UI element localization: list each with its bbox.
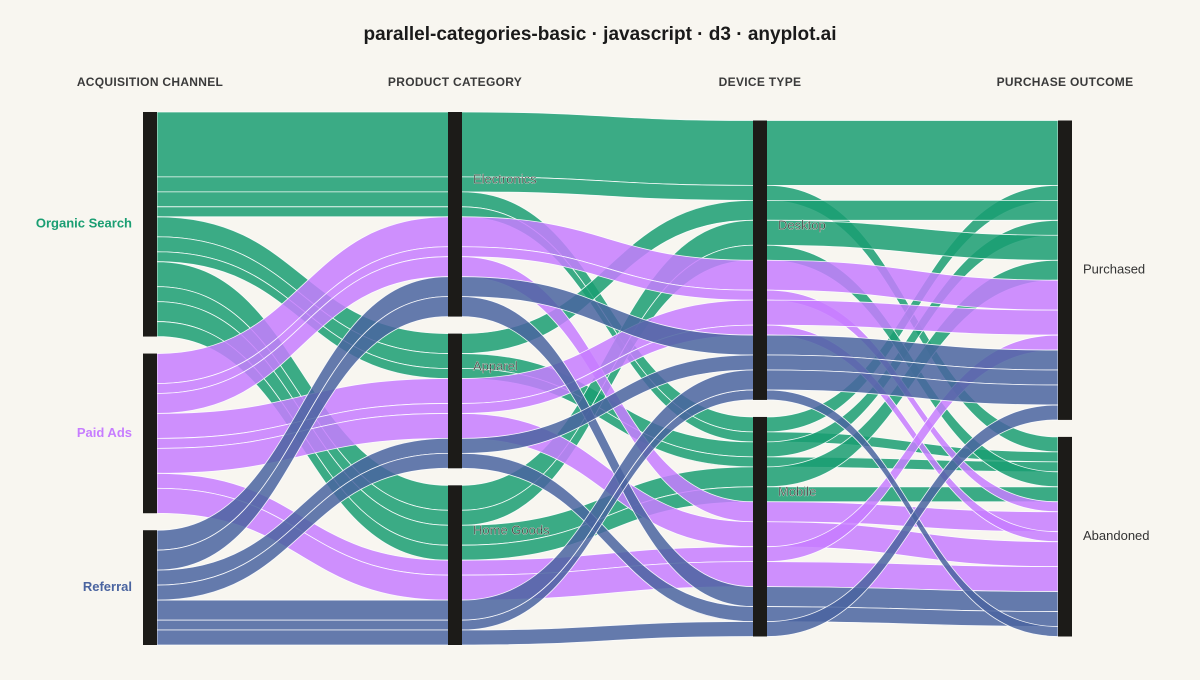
category-label: Desktop xyxy=(778,218,826,233)
category-bar xyxy=(753,416,767,637)
category-bar xyxy=(1058,436,1072,637)
ribbons xyxy=(156,111,1059,646)
category-bar xyxy=(1058,120,1072,420)
dimension-label: PURCHASE OUTCOME xyxy=(997,75,1134,89)
dimension-label: DEVICE TYPE xyxy=(719,75,802,89)
category-bar xyxy=(143,112,157,337)
category-label: Home Goods xyxy=(473,523,550,538)
category-bar xyxy=(143,530,157,645)
category-bar xyxy=(448,485,462,645)
category-label: Mobile xyxy=(778,484,816,499)
category-label: Electronics xyxy=(473,172,537,187)
dimension-label: PRODUCT CATEGORY xyxy=(388,75,522,89)
category-label: Organic Search xyxy=(36,216,132,231)
category-label: Apparel xyxy=(473,358,518,373)
axes: ACQUISITION CHANNEL Organic Search Paid Ad… xyxy=(36,75,1150,645)
category-label: Paid Ads xyxy=(77,425,132,440)
category-label: Referral xyxy=(83,579,132,594)
category-label: Abandoned xyxy=(1083,528,1150,543)
category-bar xyxy=(753,120,767,400)
chart-title: parallel-categories-basic · javascript ·… xyxy=(363,24,836,45)
dimension-label: ACQUISITION CHANNEL xyxy=(77,75,223,89)
category-bar xyxy=(448,333,462,469)
category-bar xyxy=(448,112,462,317)
category-bar xyxy=(143,353,157,514)
ribbon xyxy=(156,111,1059,186)
category-label: Purchased xyxy=(1083,262,1145,277)
